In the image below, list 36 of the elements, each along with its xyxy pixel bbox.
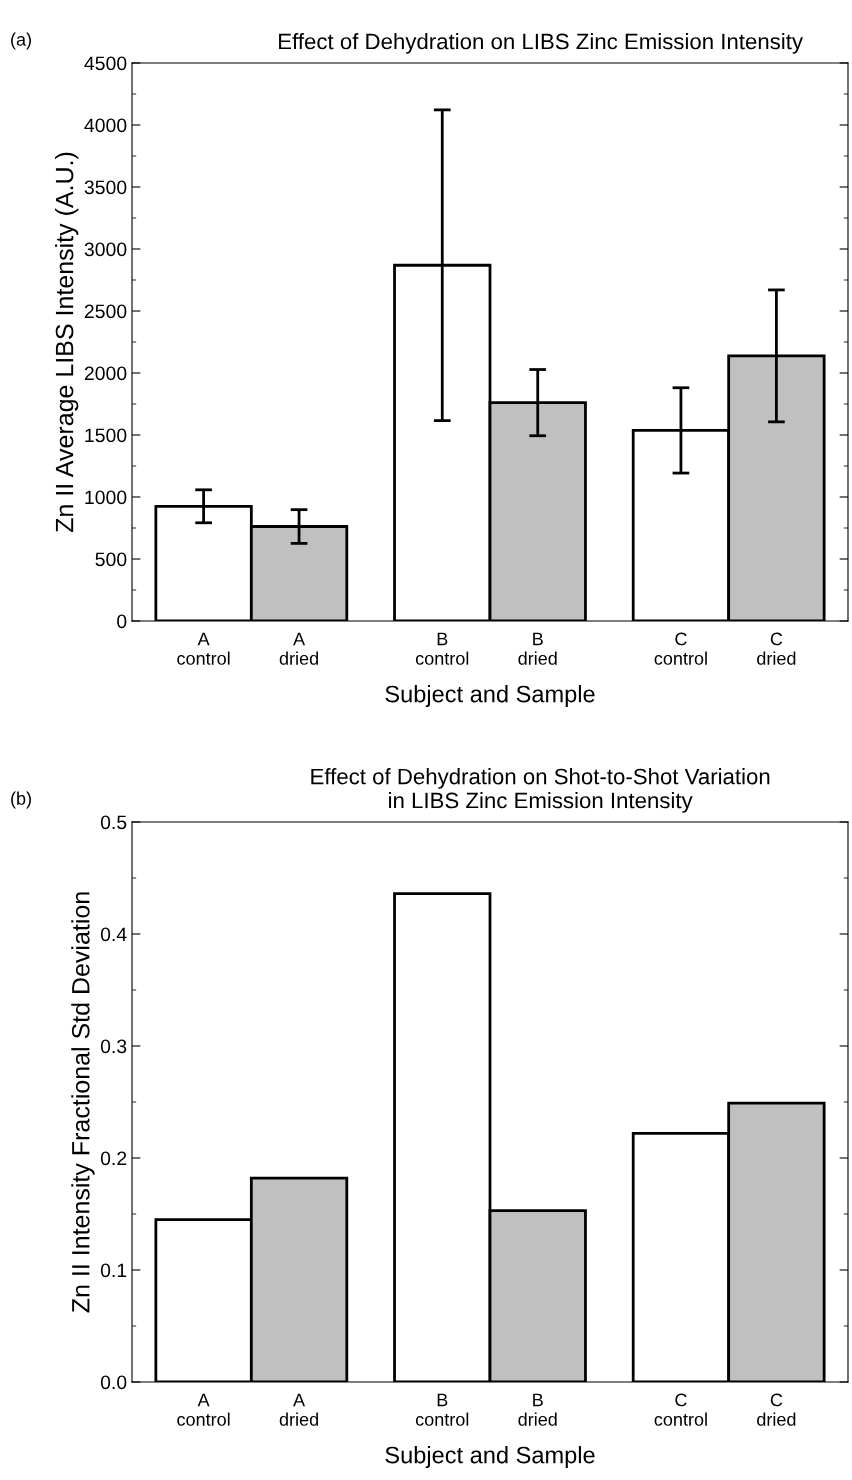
x-tick-label: B control — [415, 1393, 469, 1426]
x-tick-label: A control — [177, 1393, 230, 1426]
x-tick-label: B dried — [518, 632, 557, 665]
x-tick-label: C control — [654, 632, 707, 665]
x-tick-label: C dried — [757, 632, 796, 665]
text: (a) — [11, 32, 31, 50]
y-tick-label: 0.0 — [100, 1375, 127, 1390]
y-tick-label: 0.2 — [100, 1151, 127, 1166]
x-tick-label: B control — [415, 632, 469, 665]
y-tick-label: 1000 — [85, 490, 127, 505]
x-tick-label: C control — [654, 1393, 707, 1426]
x-tick-label: A control — [177, 632, 230, 665]
x-axis-title: Subject and Sample — [385, 685, 595, 708]
y-tick-label: 500 — [95, 552, 127, 567]
y-tick-label: 4000 — [84, 118, 127, 133]
y-tick-label: 3000 — [84, 242, 127, 257]
text: (b) — [11, 791, 31, 809]
chart-title: Effect of Dehydration on LIBS Zinc Emission Intensity — [279, 33, 803, 54]
y-axis-title: Zn II Intensity Fractional Std Deviation — [71, 892, 95, 1313]
y-tick-label: 0.5 — [100, 815, 127, 830]
chart-title: Effect of Dehydration on Shot-to-Shot Variation in LIBS Zinc Emission Intensity — [311, 768, 770, 813]
x-tick-label: C dried — [757, 1393, 796, 1426]
y-tick-label: 0.3 — [100, 1039, 127, 1054]
y-tick-label: 0 — [117, 614, 127, 629]
y-tick-label: 0.4 — [100, 927, 127, 942]
y-tick-label: 4500 — [84, 56, 127, 71]
x-axis-title: Subject and Sample — [385, 1446, 595, 1469]
y-tick-label: 2500 — [84, 304, 127, 319]
y-tick-label: 3500 — [84, 180, 127, 195]
x-tick-label: B dried — [518, 1393, 557, 1426]
y-axis-title: Zn II Average LIBS Intensity (A.U.) — [55, 152, 79, 533]
y-tick-label: 0.1 — [100, 1263, 127, 1278]
y-tick-label: 2000 — [84, 366, 127, 381]
y-tick-label: 1500 — [85, 428, 127, 443]
x-tick-label: A dried — [279, 632, 318, 665]
x-tick-label: A dried — [279, 1393, 318, 1426]
